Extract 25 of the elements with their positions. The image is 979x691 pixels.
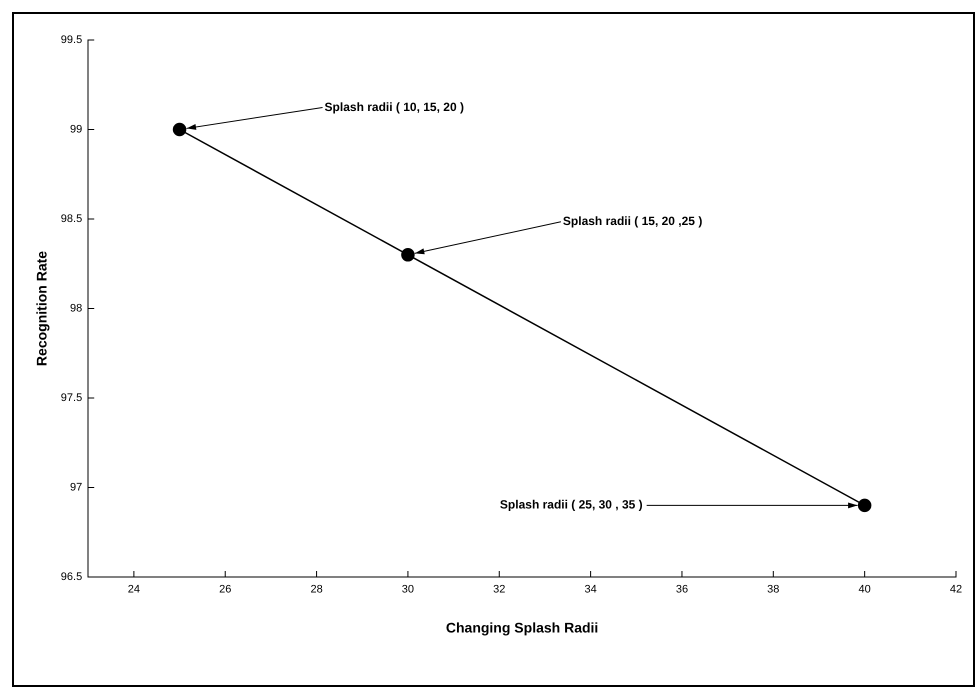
x-tick-label: 30 xyxy=(402,584,414,596)
x-tick-label: 42 xyxy=(950,584,962,596)
y-tick-label: 99.5 xyxy=(60,34,82,46)
y-tick-label: 98 xyxy=(70,302,82,315)
x-axis-title: Changing Splash Radii xyxy=(446,619,598,636)
x-tick-label: 38 xyxy=(767,584,780,596)
x-tick-label: 26 xyxy=(219,584,232,596)
point xyxy=(172,122,186,136)
y-tick-label: 97.5 xyxy=(60,392,82,404)
x-tick-label: 34 xyxy=(584,584,597,596)
annotation: Splash radii ( 15, 20 ,25 ) xyxy=(562,214,702,228)
x-tick-label: 36 xyxy=(676,584,688,596)
y-tick-label: 96.5 xyxy=(60,571,82,584)
y-tick-label: 97 xyxy=(70,482,82,494)
x-tick-label: 32 xyxy=(493,584,506,596)
y-tick-label: 99 xyxy=(70,124,82,136)
x-tick-label: 24 xyxy=(128,584,140,596)
x-tick-label: 28 xyxy=(310,584,323,596)
annotation: Splash radii ( 10, 15, 20 ) xyxy=(324,100,464,114)
y-tick-label: 98.5 xyxy=(60,213,82,226)
annotation: Splash radii ( 25, 30 , 35 ) xyxy=(500,498,643,512)
point xyxy=(858,498,872,512)
point xyxy=(401,248,415,262)
x-tick-label: 40 xyxy=(858,584,871,596)
y-axis-title: Recognition Rate xyxy=(33,250,50,366)
